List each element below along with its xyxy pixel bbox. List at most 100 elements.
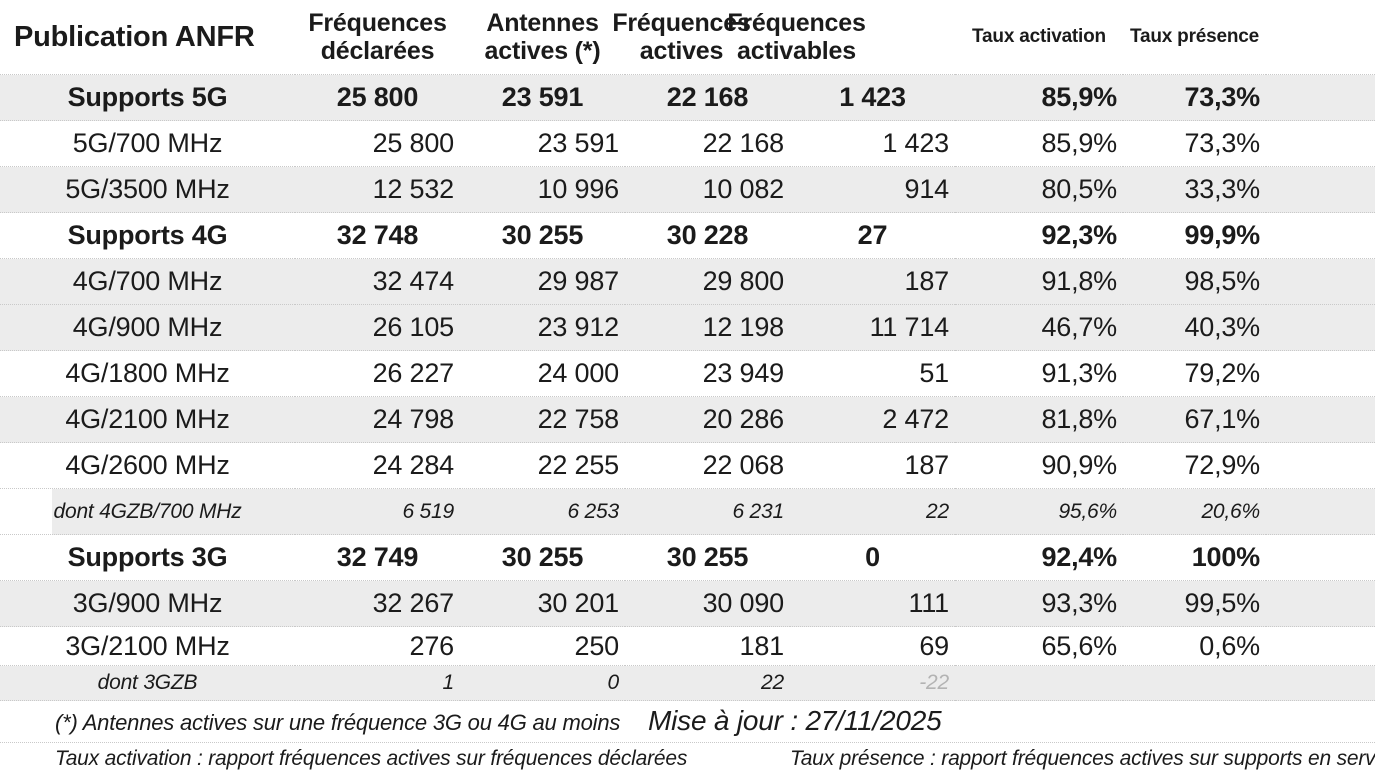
cell-frequences-actives: 181 xyxy=(739,630,785,661)
row-label: 4G/1800 MHz xyxy=(65,358,230,388)
cell-frequences-actives: 22 xyxy=(625,665,790,701)
cell-frequences-declarees: 24 798 xyxy=(295,396,460,443)
table-row-supports-3g: Supports 3G 32 749 30 255 30 255 0 92,4%… xyxy=(0,534,1375,581)
cell-antennes-actives: 30 255 xyxy=(501,542,584,572)
cell-taux-activation: 85,9% xyxy=(955,74,1123,121)
row-label: 5G/3500 MHz xyxy=(0,166,295,213)
table-row-3g-900: 3G/900 MHz 32 267 30 201 30 090 111 93,3… xyxy=(0,580,1375,627)
footnote-row-2: Taux activation : rapport fréquences act… xyxy=(0,742,1375,770)
table-row-4g-700: 4G/700 MHz 32 474 29 987 29 800 187 91,8… xyxy=(0,258,1375,305)
cell-antennes-actives: 22 758 xyxy=(460,396,625,443)
row-label: 4G/700 MHz xyxy=(0,258,295,305)
cell-taux-presence: 67,1% xyxy=(1123,396,1266,443)
cell-antennes-actives: 250 xyxy=(574,630,620,661)
cell-frequences-activables: 69 xyxy=(919,630,949,661)
cell-frequences-activables: 22 xyxy=(790,488,955,535)
cell-antennes-actives: 22 255 xyxy=(537,450,620,480)
cell-taux-activation: 46,7% xyxy=(955,304,1123,351)
table-row-supports-4g: Supports 4G 32 748 30 255 30 228 27 92,3… xyxy=(0,212,1375,259)
cell-frequences-actives: 20 286 xyxy=(625,396,790,443)
cell-frequences-actives: 29 800 xyxy=(625,258,790,305)
cell-frequences-activables: 914 xyxy=(790,166,955,213)
table-row-4g-2600: 4G/2600 MHz 24 284 22 255 22 068 187 90,… xyxy=(0,442,1375,489)
table-row-5g-3500: 5G/3500 MHz 12 532 10 996 10 082 914 80,… xyxy=(0,166,1375,213)
cell-antennes-actives: 24 000 xyxy=(537,358,620,388)
column-header-label: Antennes actives (*) xyxy=(484,8,601,65)
cell-filler xyxy=(1266,258,1375,305)
cell-frequences-activables: 1 423 xyxy=(882,128,949,158)
column-header-label: Fréquences déclarées xyxy=(308,8,447,65)
cell-filler xyxy=(1266,213,1375,259)
cell-frequences-declarees: 12 532 xyxy=(295,166,460,213)
column-header-label: Taux présence xyxy=(1129,26,1260,47)
column-header-label: Taux activation xyxy=(972,26,1106,47)
cell-frequences-actives: 30 090 xyxy=(625,580,790,627)
publication-table: Publication ANFR Fréquences déclarées An… xyxy=(0,0,1375,701)
table-footer: (*) Antennes actives sur une fréquence 3… xyxy=(0,701,1375,770)
cell-frequences-declarees: 32 474 xyxy=(295,258,460,305)
column-header-frequences-declarees: Fréquences déclarées xyxy=(295,0,460,75)
cell-frequences-actives: 30 228 xyxy=(666,220,749,250)
cell-antennes-actives: 0 xyxy=(460,665,625,701)
page-title: Publication ANFR xyxy=(14,20,255,53)
cell-taux-activation: 65,6% xyxy=(1041,630,1117,661)
update-date-label: Mise à jour : 27/11/2025 xyxy=(648,705,942,736)
cell-taux-presence: 33,3% xyxy=(1123,166,1266,213)
cell-frequences-activables: 187 xyxy=(790,258,955,305)
footnote-row-1: (*) Antennes actives sur une fréquence 3… xyxy=(0,701,1375,742)
table-row-3g-2100: 3G/2100 MHz 276 250 181 69 65,6% 0,6% xyxy=(0,626,1375,666)
cell-frequences-actives: 10 082 xyxy=(625,166,790,213)
cell-taux-presence: 98,5% xyxy=(1123,258,1266,305)
cell-frequences-declarees: 32 748 xyxy=(336,220,419,250)
row-label: 3G/2100 MHz xyxy=(65,630,230,661)
cell-taux-activation: 93,3% xyxy=(955,580,1123,627)
table-row-4g-2100: 4G/2100 MHz 24 798 22 758 20 286 2 472 8… xyxy=(0,396,1375,443)
footnote-asterisk: (*) Antennes actives sur une fréquence 3… xyxy=(55,710,621,735)
cell-filler xyxy=(1266,535,1375,581)
column-header-frequences-actives: Fréquences actives xyxy=(612,0,790,75)
cell-taux-activation: 92,4% xyxy=(1041,542,1117,572)
cell-frequences-declarees: 32 267 xyxy=(295,580,460,627)
cell-taux-presence xyxy=(1123,665,1266,701)
column-header-frequences-activables: Fréquences activables xyxy=(727,0,955,75)
cell-taux-presence: 73,3% xyxy=(1123,74,1266,121)
cell-frequences-actives: 23 949 xyxy=(702,358,785,388)
footnote-taux-presence: Taux présence : rapport fréquences activ… xyxy=(790,747,1375,770)
cell-taux-presence: 40,3% xyxy=(1123,304,1266,351)
cell-frequences-activables: 1 423 xyxy=(790,74,955,121)
cell-taux-activation: 92,3% xyxy=(1041,220,1117,250)
cell-taux-activation: 90,9% xyxy=(1041,450,1117,480)
cell-antennes-actives: 23 591 xyxy=(460,74,625,121)
column-header-taux-presence: Taux présence xyxy=(1123,0,1266,75)
cell-frequences-declarees: 32 749 xyxy=(336,542,419,572)
cell-frequences-actives: 30 255 xyxy=(666,542,749,572)
cell-frequences-actives: 12 198 xyxy=(625,304,790,351)
row-label: 4G/900 MHz xyxy=(0,304,295,351)
cell-frequences-declarees: 25 800 xyxy=(295,74,460,121)
cell-frequences-actives: 22 168 xyxy=(625,74,790,121)
cell-antennes-actives: 23 912 xyxy=(460,304,625,351)
cell-frequences-declarees: 276 xyxy=(409,630,455,661)
row-label: 5G/700 MHz xyxy=(72,128,223,158)
cell-filler xyxy=(1266,580,1375,627)
header-filler xyxy=(1266,0,1375,75)
cell-taux-presence: 0,6% xyxy=(1199,630,1260,661)
cell-filler xyxy=(1266,627,1375,666)
cell-filler xyxy=(1266,443,1375,489)
cell-frequences-actives: 6 231 xyxy=(625,488,790,535)
cell-taux-presence: 99,9% xyxy=(1184,220,1260,250)
cell-antennes-actives: 10 996 xyxy=(460,166,625,213)
cell-antennes-actives: 6 253 xyxy=(460,488,625,535)
cell-frequences-actives: 22 168 xyxy=(702,128,785,158)
cell-taux-presence: 20,6% xyxy=(1123,488,1266,535)
cell-antennes-actives: 23 591 xyxy=(537,128,620,158)
cell-taux-activation: 91,3% xyxy=(1041,358,1117,388)
cell-frequences-declarees: 1 xyxy=(295,665,460,701)
cell-filler xyxy=(1266,396,1375,443)
cell-taux-activation: 91,8% xyxy=(955,258,1123,305)
cell-filler xyxy=(1266,121,1375,167)
cell-frequences-declarees: 6 519 xyxy=(295,488,460,535)
cell-taux-activation: 80,5% xyxy=(955,166,1123,213)
cell-taux-activation xyxy=(955,665,1123,701)
cell-frequences-declarees: 24 284 xyxy=(372,450,455,480)
